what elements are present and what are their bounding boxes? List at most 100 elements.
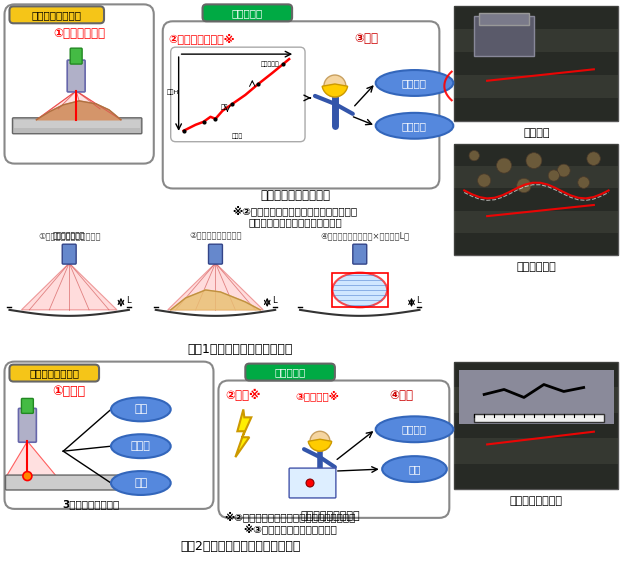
Bar	[474, 16, 534, 56]
Circle shape	[477, 174, 490, 187]
FancyBboxPatch shape	[4, 5, 154, 164]
Bar	[454, 75, 618, 98]
Ellipse shape	[382, 456, 447, 482]
Circle shape	[557, 164, 570, 177]
Ellipse shape	[376, 113, 453, 139]
Text: ④区間土量＝土断面積×区間長（L）: ④区間土量＝土断面積×区間長（L）	[320, 232, 409, 241]
Text: ※③従来に比べ点検手間が減少: ※③従来に比べ点検手間が減少	[243, 523, 337, 534]
Wedge shape	[322, 84, 348, 97]
Text: ベルコンスキャナ: ベルコンスキャナ	[29, 368, 79, 378]
Circle shape	[306, 479, 314, 487]
Ellipse shape	[376, 416, 453, 442]
Text: 図－1　土量計測システム概要: 図－1 土量計測システム概要	[188, 343, 293, 356]
Bar	[454, 144, 618, 255]
Text: ラインレーザー: ラインレーザー	[53, 231, 85, 240]
Polygon shape	[36, 101, 121, 120]
Text: 3つの傷情報を表示: 3つの傷情報を表示	[62, 499, 120, 509]
Ellipse shape	[111, 435, 171, 458]
FancyBboxPatch shape	[62, 244, 76, 264]
Text: ①傷発見: ①傷発見	[52, 385, 85, 398]
Text: 施工管理者: 施工管理者	[232, 8, 263, 18]
Circle shape	[587, 152, 600, 165]
Text: ※②掟進に応じた土量収支バランスを確認: ※②掟進に応じた土量収支バランスを確認	[233, 205, 358, 216]
Text: 掟進長: 掟進長	[232, 133, 243, 139]
Text: 大きさ: 大きさ	[131, 441, 151, 451]
Text: ①土量連続計測: ①土量連続計測	[53, 27, 105, 40]
Text: L: L	[272, 296, 277, 305]
Bar	[454, 438, 618, 463]
FancyBboxPatch shape	[171, 47, 305, 141]
Text: 取込み過ぎ: 取込み過ぎ	[260, 61, 279, 67]
FancyBboxPatch shape	[67, 60, 85, 92]
Polygon shape	[168, 263, 263, 310]
Circle shape	[526, 153, 542, 169]
Text: 掟削継続: 掟削継続	[402, 78, 427, 88]
FancyBboxPatch shape	[208, 244, 222, 264]
Bar	[454, 211, 618, 233]
FancyBboxPatch shape	[289, 468, 336, 498]
FancyBboxPatch shape	[9, 365, 99, 382]
Polygon shape	[171, 290, 260, 310]
Text: 深さ: 深さ	[134, 478, 147, 488]
Polygon shape	[235, 410, 251, 457]
Bar	[14, 120, 140, 128]
Bar	[454, 463, 618, 489]
Circle shape	[469, 151, 479, 161]
Polygon shape	[36, 91, 121, 120]
Ellipse shape	[333, 273, 387, 307]
Text: ③判断: ③判断	[355, 32, 379, 45]
Ellipse shape	[111, 471, 171, 495]
FancyBboxPatch shape	[245, 364, 335, 381]
Text: ②警告※: ②警告※	[225, 389, 261, 402]
Bar	[454, 387, 618, 412]
Bar	[479, 13, 529, 25]
FancyBboxPatch shape	[70, 48, 82, 64]
Text: 施工管理者: 施工管理者	[275, 367, 306, 377]
Text: 位置: 位置	[134, 404, 147, 415]
Bar	[454, 166, 618, 188]
Bar	[454, 144, 618, 166]
Text: 現地確認・対処決定: 現地確認・対処決定	[300, 511, 359, 521]
FancyBboxPatch shape	[12, 118, 142, 133]
FancyBboxPatch shape	[353, 244, 367, 264]
Ellipse shape	[111, 398, 171, 421]
Circle shape	[548, 170, 560, 181]
Text: ①一定区間のベルトの形状: ①一定区間のベルトの形状	[38, 232, 100, 241]
FancyBboxPatch shape	[218, 381, 449, 518]
Text: 不足: 不足	[220, 105, 228, 110]
Text: 土量計測状況: 土量計測状況	[517, 262, 556, 272]
Text: モニタ確認・対処決定: モニタ確認・対処決定	[260, 189, 330, 202]
Text: 土量H: 土量H	[167, 89, 179, 95]
Text: 経過観察: 経過観察	[402, 424, 427, 435]
Text: ④判断: ④判断	[389, 389, 414, 402]
Bar	[454, 233, 618, 255]
Circle shape	[23, 471, 32, 481]
Text: ②計測モニタ確認※: ②計測モニタ確認※	[168, 33, 235, 44]
Wedge shape	[308, 439, 332, 451]
Text: ②一定区間の土の形状: ②一定区間の土の形状	[189, 232, 241, 241]
FancyBboxPatch shape	[19, 408, 36, 442]
Circle shape	[497, 158, 512, 173]
Bar	[454, 29, 618, 52]
Text: 異常中断: 異常中断	[402, 121, 427, 131]
Polygon shape	[6, 441, 56, 476]
Circle shape	[310, 431, 330, 451]
Text: ベルコンスキャナ: ベルコンスキャナ	[32, 10, 82, 20]
FancyBboxPatch shape	[203, 5, 292, 21]
Text: 図－2　ベルト傷検知システム概要: 図－2 ベルト傷検知システム概要	[180, 540, 301, 553]
Text: ※②有害な傷情報をいち早くユーザーに伝達: ※②有害な傷情報をいち早くユーザーに伝達	[225, 511, 356, 522]
Bar	[454, 98, 618, 121]
Bar	[332, 273, 388, 307]
Bar	[454, 188, 618, 211]
Bar	[454, 6, 618, 121]
Bar	[454, 6, 618, 29]
FancyBboxPatch shape	[163, 21, 439, 189]
Ellipse shape	[376, 70, 453, 96]
FancyBboxPatch shape	[6, 475, 162, 490]
Bar	[454, 412, 618, 438]
Bar	[454, 52, 618, 75]
Text: 計測設備: 計測設備	[523, 128, 550, 138]
Circle shape	[578, 177, 590, 189]
Text: 収支異常時警報をユーザーに伝達: 収支異常時警報をユーザーに伝達	[248, 218, 342, 227]
Polygon shape	[21, 263, 117, 310]
